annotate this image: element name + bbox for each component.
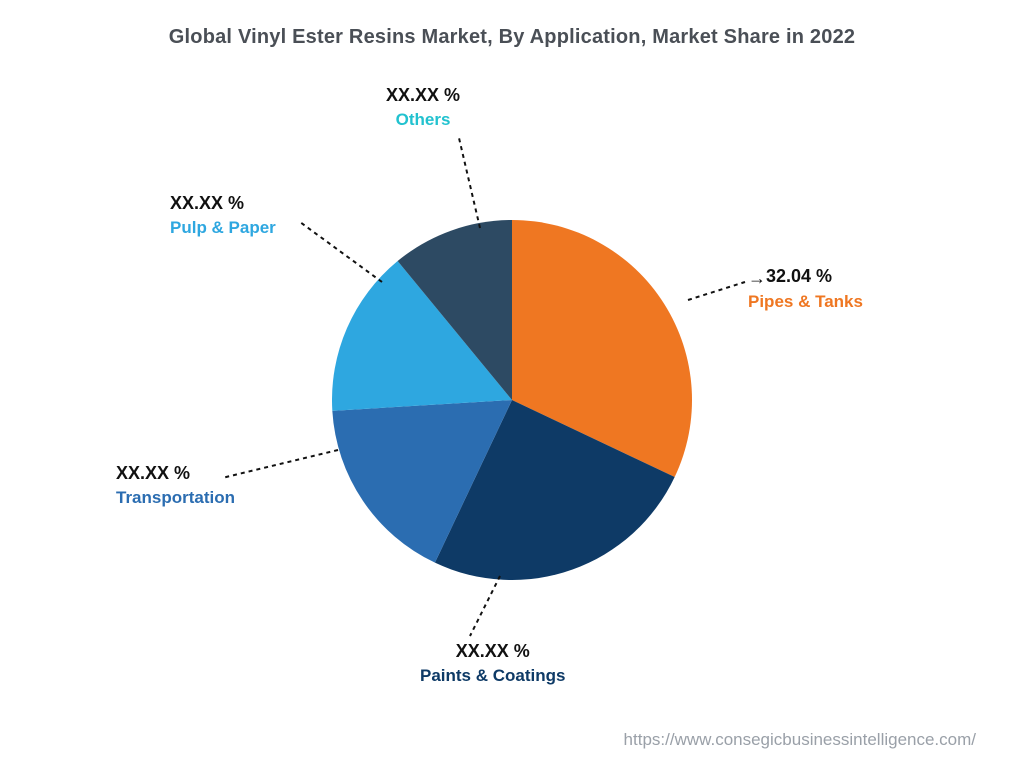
- source-url: https://www.consegicbusinessintelligence…: [624, 730, 976, 750]
- leader-pipes_tanks: [688, 282, 745, 300]
- label-others: Others: [386, 109, 460, 130]
- pct-paints_coatings: XX.XX %: [456, 641, 530, 661]
- callout-pipes_tanks: → 32.04 % Pipes & Tanks: [748, 265, 863, 312]
- label-transportation: Transportation: [116, 487, 235, 508]
- label-pipes_tanks: Pipes & Tanks: [748, 291, 863, 312]
- pct-transportation: XX.XX %: [116, 463, 190, 483]
- pie-svg: [332, 220, 692, 580]
- callout-paints_coatings: XX.XX % Paints & Coatings: [420, 640, 565, 686]
- arrow-right-icon: →: [748, 267, 766, 290]
- pie-chart: → 32.04 % Pipes & Tanks XX.XX % Paints & Co…: [0, 0, 1024, 768]
- leader-paints_coatings: [470, 576, 500, 636]
- leader-transportation: [222, 450, 338, 478]
- label-pulp_paper: Pulp & Paper: [170, 217, 276, 238]
- callout-others: XX.XX % Others: [386, 84, 460, 130]
- pct-pipes_tanks: 32.04 %: [766, 266, 832, 286]
- callout-transportation: XX.XX % Transportation: [116, 462, 235, 508]
- leader-others: [459, 138, 480, 228]
- pct-others: XX.XX %: [386, 85, 460, 105]
- pct-pulp_paper: XX.XX %: [170, 193, 244, 213]
- label-paints_coatings: Paints & Coatings: [420, 665, 565, 686]
- callout-pulp_paper: XX.XX % Pulp & Paper: [170, 192, 276, 238]
